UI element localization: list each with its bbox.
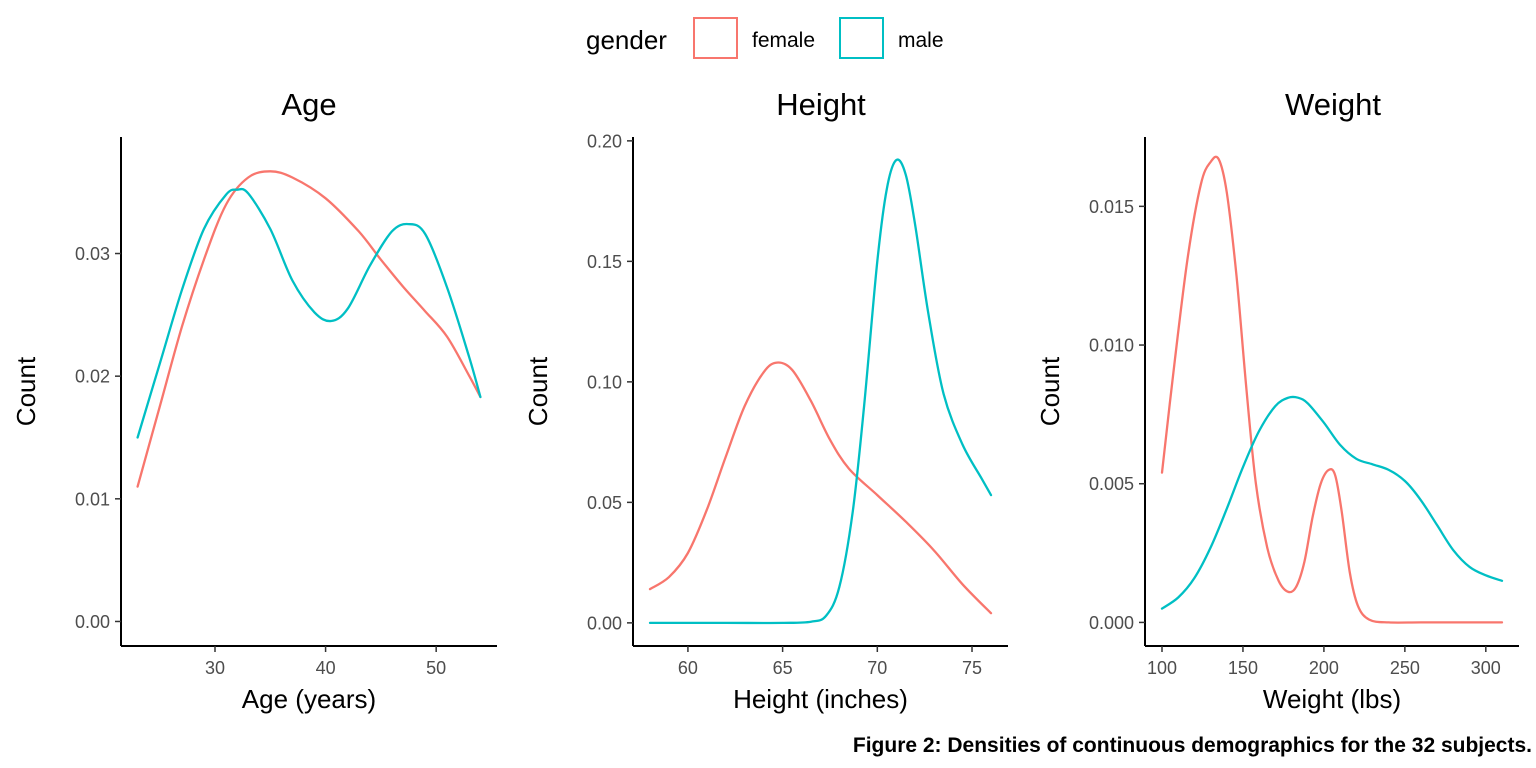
y-tick-label: 0.15 — [587, 252, 622, 272]
x-tick-label: 75 — [962, 658, 982, 678]
y-tick-label: 0.010 — [1089, 336, 1134, 356]
y-tick-label: 0.00 — [75, 612, 110, 632]
legend: gender female male — [586, 17, 944, 59]
y-tick-label: 0.10 — [587, 372, 622, 392]
series-line-female — [648, 361, 993, 615]
y-axis-title: Count — [11, 356, 41, 426]
legend-key-male — [839, 17, 884, 59]
y-tick-label: 0.000 — [1089, 613, 1134, 633]
x-tick-label: 300 — [1471, 658, 1501, 678]
y-tick-label: 0.02 — [75, 367, 110, 387]
panel-title-weight: Weight — [1285, 87, 1381, 122]
figure-caption: Figure 2: Densities of continuous demogr… — [852, 734, 1532, 757]
x-axis-title: Height (inches) — [733, 684, 908, 714]
legend-title: gender — [586, 25, 667, 55]
y-tick-label: 0.03 — [75, 244, 110, 264]
panel-title-height: Height — [776, 87, 866, 122]
x-axis-title: Weight (lbs) — [1263, 684, 1401, 714]
legend-label-male: male — [898, 29, 944, 52]
legend-label-female: female — [752, 29, 815, 52]
panel-weight: Weight 0.000 0.005 0.010 0.015 100 150 200 250 30… — [1035, 87, 1519, 714]
x-tick-label: 65 — [773, 658, 793, 678]
y-axis-title: Count — [523, 356, 553, 426]
x-tick-label: 40 — [316, 658, 336, 678]
x-tick-label: 100 — [1147, 658, 1177, 678]
series-line-female — [1160, 155, 1504, 624]
y-tick-label: 0.01 — [75, 489, 110, 509]
series-line-male — [648, 158, 993, 625]
panel-height: Height 0.00 0.05 0.10 0.15 0.20 60 65 70 75 Height… — [523, 87, 1008, 714]
x-tick-label: 250 — [1390, 658, 1420, 678]
x-tick-label: 50 — [426, 658, 446, 678]
x-tick-label: 70 — [867, 658, 887, 678]
y-tick-label: 0.015 — [1089, 197, 1134, 217]
panel-title-age: Age — [281, 87, 336, 122]
series-line-male — [136, 187, 482, 439]
y-tick-label: 0.005 — [1089, 474, 1134, 494]
x-tick-label: 200 — [1309, 658, 1339, 678]
x-axis-title: Age (years) — [242, 684, 376, 714]
y-tick-label: 0.00 — [587, 613, 622, 633]
series-line-male — [1160, 395, 1504, 610]
y-tick-label: 0.05 — [587, 493, 622, 513]
x-tick-label: 150 — [1228, 658, 1258, 678]
panel-age: Age 0.00 0.01 0.02 0.03 30 40 50 Age (years) Coun… — [11, 87, 497, 714]
y-tick-label: 0.20 — [587, 131, 622, 151]
x-tick-label: 30 — [205, 658, 225, 678]
legend-key-female — [693, 17, 738, 59]
x-tick-label: 60 — [678, 658, 698, 678]
y-axis-title: Count — [1035, 356, 1065, 426]
series-line-female — [136, 170, 482, 488]
